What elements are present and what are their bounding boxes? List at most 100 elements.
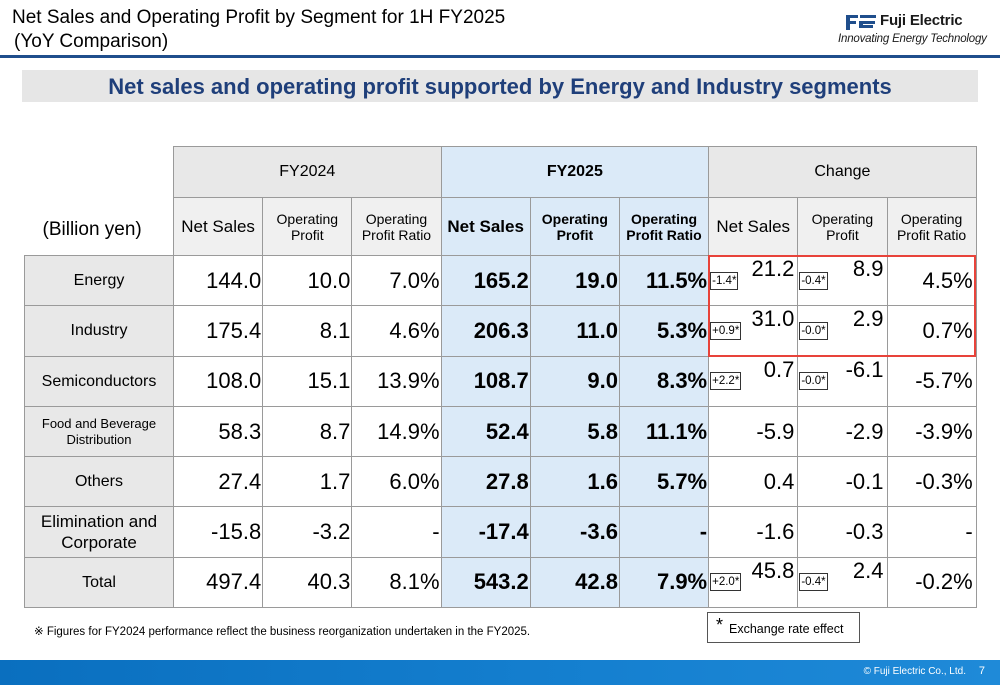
fy25-value-cell: 108.7	[440, 355, 531, 407]
fy25-value-cell: -3.6	[529, 506, 620, 558]
fy25-value-cell: 8.3%	[618, 355, 710, 407]
change-value: 2.9	[852, 306, 884, 332]
change-value: 0.7	[763, 356, 795, 382]
table-row: Elimination and Corporate -15.8 -3.2- -17.4…	[24, 506, 977, 558]
group-header-change: Change	[708, 146, 977, 198]
fy25-value-cell: 11.1%	[618, 405, 710, 458]
legend-text: Exchange rate effect	[729, 622, 844, 636]
fy25-value-cell: 206.3	[440, 305, 531, 357]
footer-bar: © Fuji Electric Co., Ltd. 7	[0, 660, 1000, 685]
unit-label: (Billion yen)	[24, 197, 174, 256]
change-value-cell: +2.2* 0.7	[708, 355, 799, 407]
change-value-cell: -2.9	[797, 405, 888, 458]
fx-effect-badge: +2.2*	[710, 372, 742, 391]
fy25-value-cell: 11.0	[529, 305, 620, 357]
col-chg-op-ratio: Operating Profit Ratio	[886, 197, 977, 256]
exchange-rate-legend: * Exchange rate effect	[707, 612, 860, 643]
table-row: Others 27.4 1.7 6.0% 27.8 1.6 5.7% 0.4 -0.1 -0.3%	[24, 456, 977, 508]
fy25-value-cell: 543.2	[440, 556, 531, 609]
fy25-value-cell: 1.6	[529, 456, 620, 508]
subtitle: Net sales and operating profit supported…	[108, 74, 892, 99]
fx-effect-badge: -1.4*	[710, 271, 739, 290]
subtitle-band: Net sales and operating profit supported…	[22, 70, 978, 102]
change-value: 2.4	[852, 557, 884, 583]
change-value: -6.1	[845, 356, 884, 382]
change-value-cell: -	[886, 506, 977, 558]
fy25-value-cell: 52.4	[440, 405, 531, 458]
col-fy24-op-ratio: Operating Profit Ratio	[351, 197, 442, 256]
segment-table: FY2024 FY2025 Change (Billion yen) Net S…	[24, 146, 977, 609]
fy25-value-cell: 5.8	[529, 405, 620, 458]
slide-title: Net Sales and Operating Profit by Segmen…	[12, 7, 506, 28]
segment-label: Semiconductors	[24, 355, 174, 407]
fy25-value-cell: 11.5%	[618, 254, 710, 307]
change-value: 21.2	[751, 256, 795, 281]
fy24-value-cell: 1.7	[262, 456, 353, 508]
fy24-value-cell: 108.0	[172, 355, 264, 407]
change-value-cell: -0.4* 2.4	[797, 556, 888, 609]
fy24-value-cell: 13.9%	[351, 355, 442, 407]
change-value-cell: +2.0* 45.8	[708, 556, 799, 609]
col-fy24-op-profit: Operating Profit	[262, 197, 353, 256]
change-value-cell: -5.7%	[886, 355, 977, 407]
fy25-value-cell: -	[618, 506, 710, 558]
change-value-cell: 0.4	[708, 456, 799, 508]
segment-label: Energy	[24, 254, 174, 307]
header-rule	[0, 55, 1000, 58]
change-value-cell: -0.3%	[886, 456, 977, 508]
segment-label: Industry	[24, 305, 174, 357]
fy24-value-cell: -15.8	[172, 506, 264, 558]
change-value-cell: -5.9	[708, 405, 799, 458]
change-value: 45.8	[751, 557, 795, 583]
col-chg-net-sales: Net Sales	[708, 197, 799, 256]
fy24-value-cell: 175.4	[172, 305, 264, 357]
fy24-value-cell: 6.0%	[351, 456, 442, 508]
change-value-cell: -0.1	[797, 456, 888, 508]
change-value-cell: -0.2%	[886, 556, 977, 609]
logo-tagline: Innovating Energy Technology	[838, 33, 987, 45]
change-value-cell: -1.6	[708, 506, 799, 558]
segment-label: Total	[24, 556, 174, 609]
fx-effect-badge: -0.4*	[799, 271, 828, 290]
slide-title-sub: (YoY Comparison)	[14, 31, 169, 52]
fy25-value-cell: 5.3%	[618, 305, 710, 357]
fx-effect-badge: +0.9*	[710, 321, 742, 340]
fuji-logo-mark-icon	[846, 15, 876, 30]
page-number: 7	[978, 665, 985, 677]
fy25-value-cell: 5.7%	[618, 456, 710, 508]
table-row: Energy 144.0 10.0 7.0% 165.2 19.0 11.5% -1.4* 21…	[24, 254, 977, 307]
table-row: Total 497.4 40.3 8.1% 543.2 42.8 7.9% +2.0* 45.8…	[24, 556, 977, 609]
col-fy25-net-sales: Net Sales	[440, 197, 531, 256]
fy24-value-cell: 497.4	[172, 556, 264, 609]
fy25-value-cell: 9.0	[529, 355, 620, 407]
logo-name: Fuji Electric	[880, 12, 963, 29]
col-fy25-op-profit: Operating Profit	[529, 197, 620, 256]
fy24-value-cell: 40.3	[262, 556, 353, 609]
fy25-value-cell: 27.8	[440, 456, 531, 508]
group-header-fy2024: FY2024	[173, 146, 442, 198]
segment-label: Food and Beverage Distribution	[24, 405, 174, 458]
footnote: ※ Figures for FY2024 performance reflect…	[34, 626, 531, 638]
fx-effect-badge: -0.0*	[799, 372, 828, 391]
table-row: Food and Beverage Distribution 58.3 8.7 14.…	[24, 405, 977, 458]
fy24-value-cell: 4.6%	[351, 305, 442, 357]
fx-effect-badge: -0.4*	[799, 573, 828, 592]
group-header-fy2025: FY2025	[440, 146, 710, 198]
change-value-cell: -0.3	[797, 506, 888, 558]
fy24-value-cell: 8.1	[262, 305, 353, 357]
fy24-value-cell: 8.1%	[351, 556, 442, 609]
change-value-cell: -0.0* 2.9	[797, 305, 888, 357]
fuji-electric-logo: Fuji Electric Innovating Energy Technolo…	[834, 10, 987, 50]
fy25-value-cell: 165.2	[440, 254, 531, 307]
col-chg-op-profit: Operating Profit	[797, 197, 888, 256]
corner-blank	[25, 147, 174, 198]
col-fy25-op-ratio: Operating Profit Ratio	[618, 197, 710, 256]
fx-effect-badge: -0.0*	[799, 321, 828, 340]
segment-label: Elimination and Corporate	[24, 506, 174, 558]
fy25-value-cell: -17.4	[440, 506, 531, 558]
fy24-value-cell: 58.3	[172, 405, 264, 458]
table-row: Semiconductors 108.0 15.1 13.9% 108.7 9.0 8.3%…	[24, 355, 977, 407]
change-value: 31.0	[751, 306, 795, 332]
fy25-value-cell: 19.0	[529, 254, 620, 307]
segment-label: Others	[24, 456, 174, 508]
